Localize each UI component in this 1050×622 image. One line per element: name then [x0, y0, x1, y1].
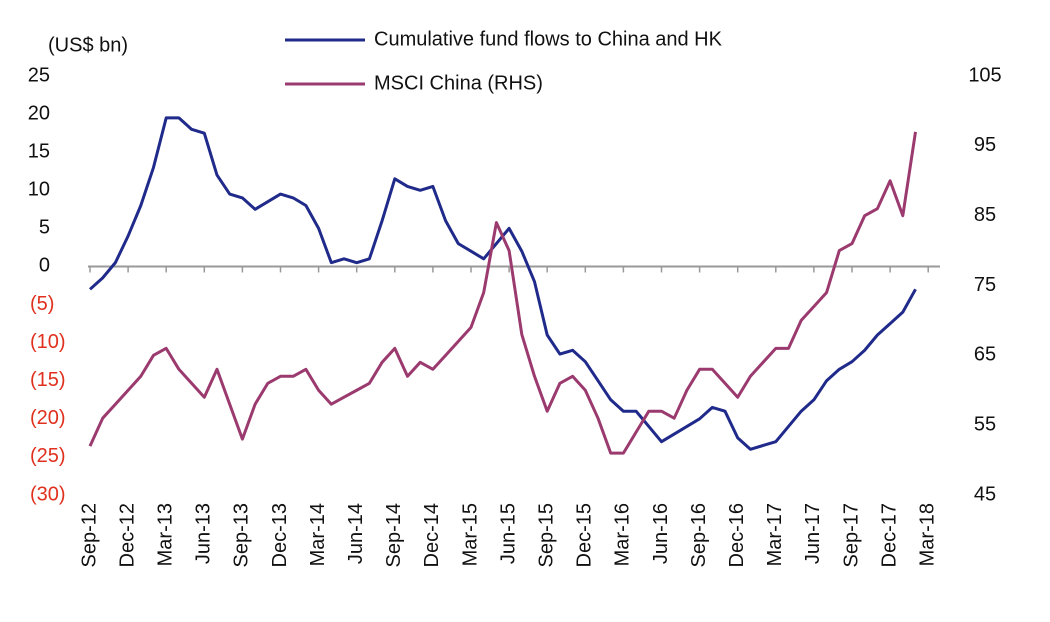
x-tick-label: Mar-16: [612, 503, 634, 566]
x-tick-label: Dec-14: [421, 503, 443, 567]
x-tick-label: Jun-13: [193, 503, 215, 564]
legend-label: Cumulative fund flows to China and HK: [374, 28, 723, 50]
y2-tick-label: 75: [974, 274, 996, 296]
x-tick-label: Jun-17: [802, 503, 824, 564]
y-tick-label: 20: [28, 102, 50, 124]
y2-tick-label: 45: [974, 483, 996, 505]
x-tick-label: Dec-13: [269, 503, 291, 567]
x-tick-label: Mar-18: [916, 503, 938, 566]
y-axis-label: (US$ bn): [48, 34, 128, 56]
x-tick-label: Mar-13: [154, 503, 176, 566]
y2-tick-label: 55: [974, 413, 996, 435]
y-tick-label: (5): [30, 293, 54, 315]
x-tick-label: Dec-16: [726, 503, 748, 567]
y-tick-label: (10): [30, 331, 66, 353]
x-tick-label: Sep-16: [688, 503, 710, 568]
y-tick-label: (20): [30, 407, 66, 429]
x-tick-label: Dec-12: [116, 503, 138, 567]
x-tick-label: Sep-17: [840, 503, 862, 568]
line-series: [88, 131, 917, 455]
y2-tick-label: 95: [974, 134, 996, 156]
x-tick-label: Jun-16: [650, 503, 672, 564]
y-tick-label: 25: [28, 64, 50, 86]
y-tick-label: 5: [39, 217, 50, 239]
line-series: [88, 116, 917, 451]
x-tick-label: Sep-12: [78, 503, 100, 568]
y-tick-label: 10: [28, 179, 50, 201]
x-tick-label: Jun-15: [497, 503, 519, 564]
x-tick-label: Mar-15: [459, 503, 481, 566]
x-tick-label: Sep-14: [383, 503, 405, 568]
x-tick-label: Sep-13: [231, 503, 253, 568]
y2-tick-label: 85: [974, 204, 996, 226]
y-tick-label: 0: [39, 255, 50, 277]
y-tick-label: (15): [30, 369, 66, 391]
x-tick-label: Mar-17: [764, 503, 786, 566]
x-tick-label: Sep-15: [535, 503, 557, 568]
x-tick-label: Dec-17: [878, 503, 900, 567]
y-tick-label: (25): [30, 445, 66, 467]
x-tick-label: Mar-14: [307, 503, 329, 566]
x-tick-label: Jun-14: [345, 503, 367, 564]
y2-tick-label: 105: [968, 64, 1001, 86]
y2-tick-label: 65: [974, 344, 996, 366]
legend-label: MSCI China (RHS): [374, 72, 543, 94]
y-tick-label: 15: [28, 140, 50, 162]
y-tick-label: (30): [30, 483, 66, 505]
x-tick-label: Dec-15: [574, 503, 596, 567]
